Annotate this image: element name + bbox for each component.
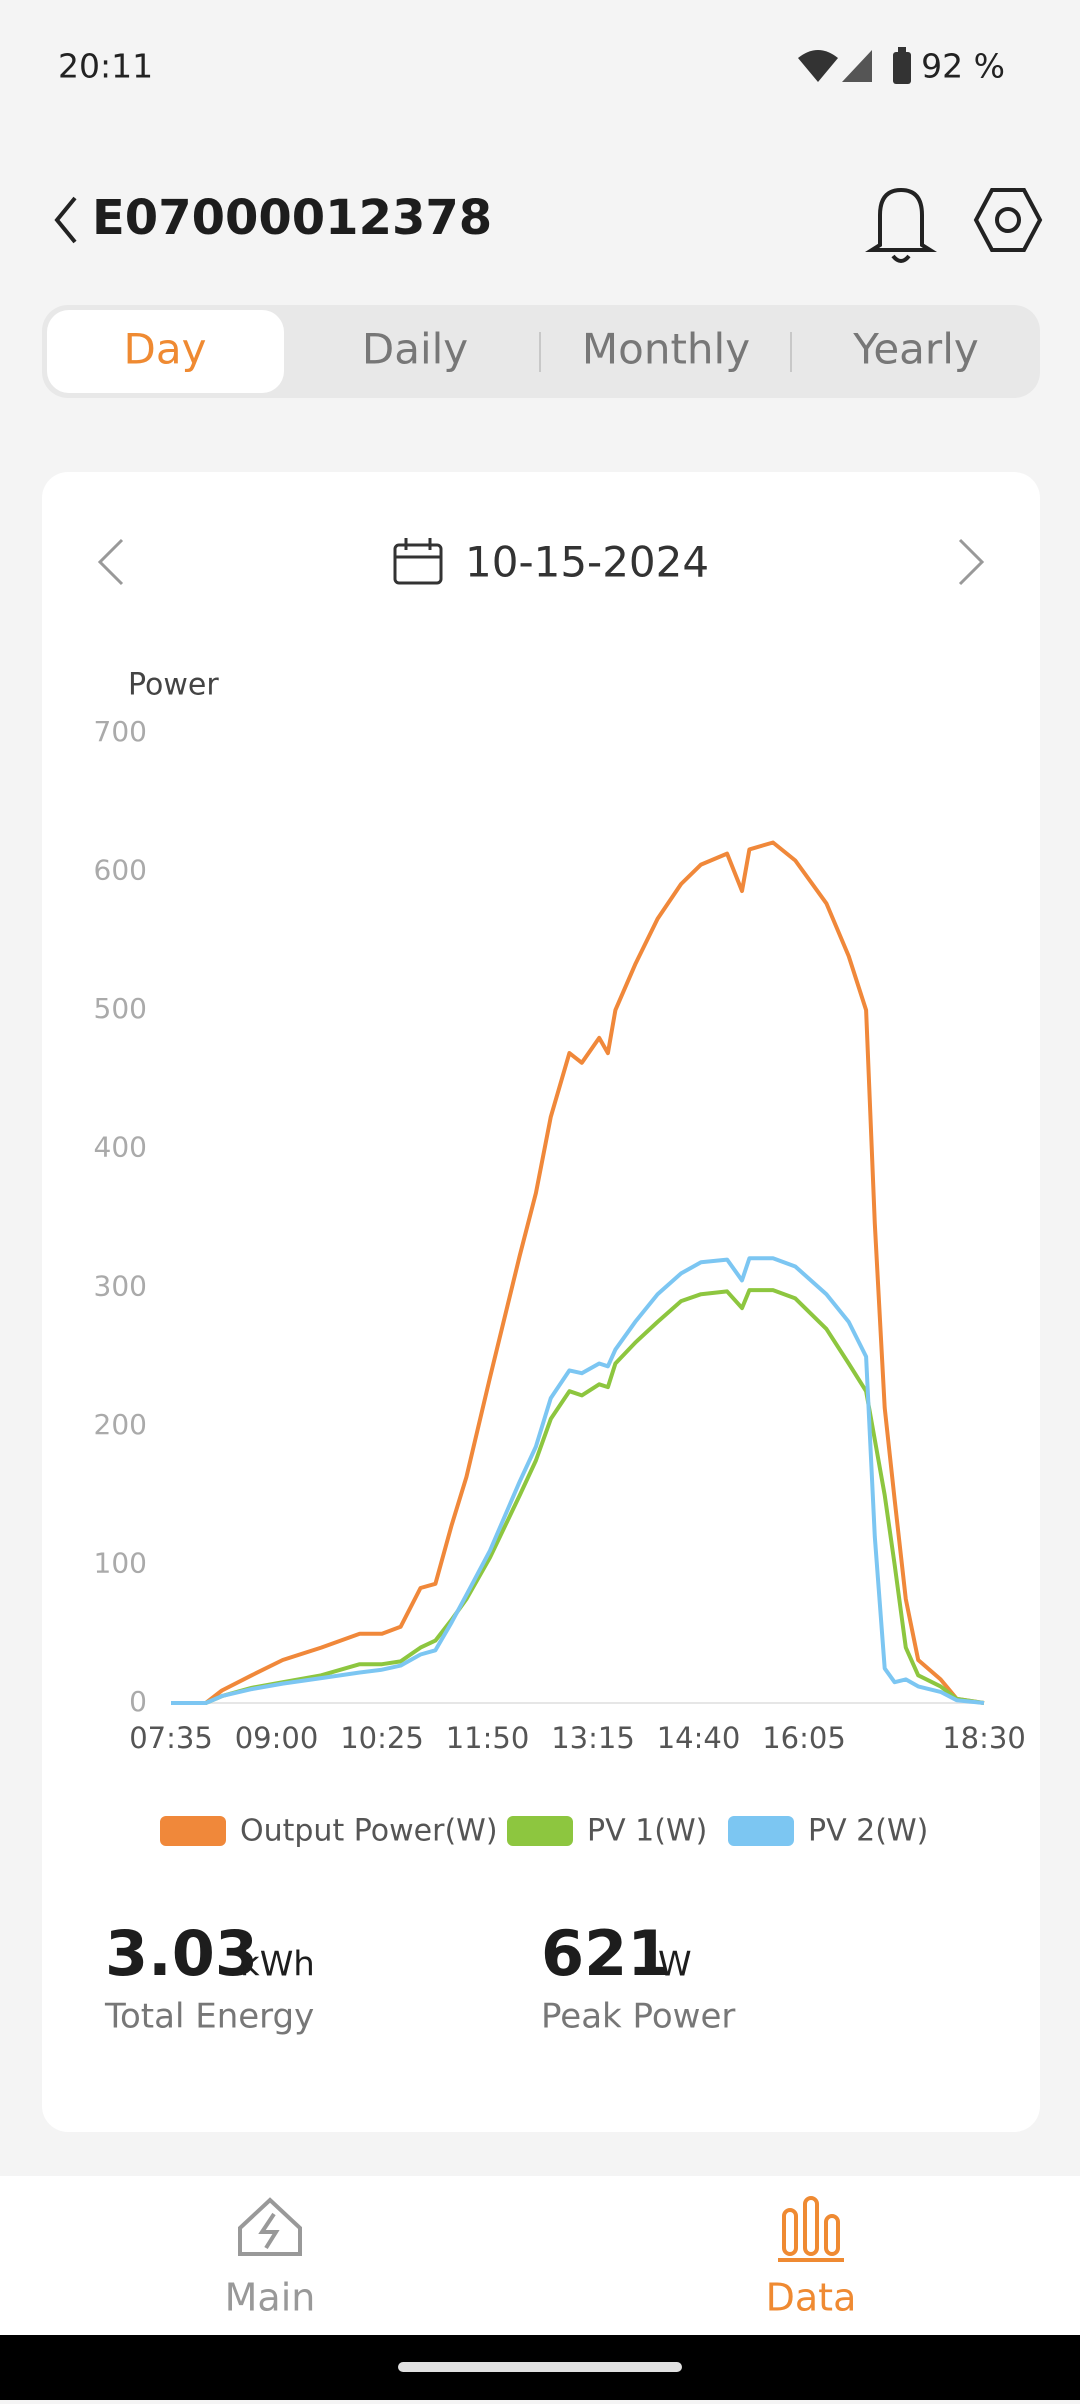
y-tick-label: 100 — [94, 1546, 147, 1579]
y-tick-label: 500 — [94, 992, 147, 1025]
bottom-nav — [0, 2176, 1080, 2336]
legend-label: Output Power(W) — [240, 1814, 498, 1849]
legend-swatch — [728, 1816, 794, 1846]
status-battery: 92 % — [921, 47, 1005, 86]
x-tick-label: 10:25 — [340, 1721, 424, 1755]
stat-value: 621 — [541, 1917, 670, 1990]
y-tick-label: 400 — [94, 1131, 147, 1164]
line-series — [171, 840, 985, 1705]
back-button[interactable] — [54, 196, 77, 244]
stat-label: Total Energy — [104, 1997, 314, 2037]
stat-unit: kWh — [240, 1945, 315, 1985]
tab[interactable]: Monthly — [582, 325, 750, 374]
x-tick-label: 11:50 — [446, 1721, 530, 1755]
main-icon[interactable] — [238, 2197, 302, 2256]
y-tick-label: 600 — [94, 854, 147, 887]
next-date-button[interactable] — [958, 538, 985, 586]
status-icons — [798, 47, 911, 84]
stat-value: 3.03 — [105, 1917, 258, 1990]
y-tick-label: 200 — [94, 1408, 147, 1441]
line-series — [171, 1256, 985, 1705]
legend-swatch — [160, 1816, 226, 1846]
chart: 0 100 200 300 400 500 600 700 07:35 09:00 10:25 11:… — [94, 715, 1026, 1849]
date-label[interactable]: 10-15-2024 — [465, 538, 709, 587]
nav-data[interactable]: Data — [766, 2276, 857, 2320]
settings-button[interactable] — [973, 188, 1043, 252]
home-indicator — [398, 2362, 682, 2372]
x-tick-label: 18:30 — [942, 1721, 1026, 1755]
tab[interactable]: Daily — [362, 325, 468, 374]
legend-swatch — [507, 1816, 573, 1846]
stat-unit: W — [658, 1945, 692, 1985]
x-tick-label: 13:15 — [551, 1721, 635, 1755]
chart-card — [42, 472, 1040, 2132]
tab-active-pill — [47, 310, 284, 393]
y-tick-label: 700 — [94, 715, 147, 748]
notification-button[interactable] — [865, 187, 937, 263]
x-tick-label: 09:00 — [235, 1721, 319, 1755]
device-title: E07000012378 — [92, 190, 492, 246]
line-series — [171, 1288, 985, 1705]
data-icon[interactable] — [778, 2196, 844, 2262]
nav-main[interactable]: Main — [225, 2276, 316, 2320]
y-axis-label: Power — [128, 668, 219, 703]
legend-label: PV 2(W) — [808, 1814, 928, 1849]
tab[interactable]: Yearly — [852, 325, 978, 374]
legend-label: PV 1(W) — [587, 1814, 707, 1849]
y-tick-label: 300 — [94, 1269, 147, 1302]
y-tick-label: 0 — [129, 1685, 147, 1718]
tab[interactable]: Day — [124, 325, 207, 374]
prev-date-button[interactable] — [97, 538, 124, 586]
status-time: 20:11 — [58, 47, 153, 86]
x-tick-label: 07:35 — [129, 1721, 213, 1755]
x-tick-label: 16:05 — [762, 1721, 846, 1755]
x-tick-label: 14:40 — [657, 1721, 741, 1755]
calendar-icon — [393, 538, 443, 585]
stat-label: Peak Power — [541, 1997, 735, 2037]
